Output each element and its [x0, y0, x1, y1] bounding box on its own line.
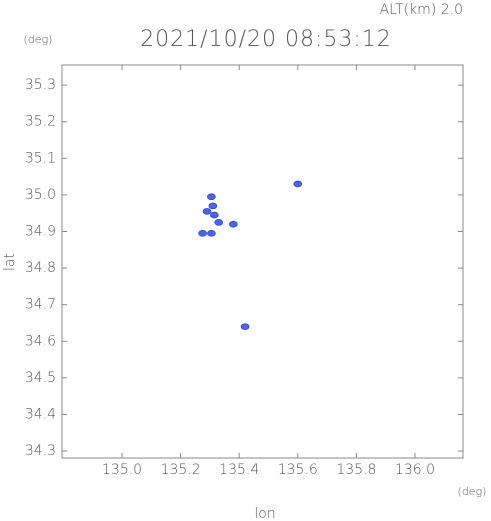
echo [229, 220, 238, 228]
echo [208, 202, 218, 210]
y-tick-label: 35.3 [25, 77, 56, 93]
y-tick-label: 34.9 [25, 223, 56, 239]
echo [198, 230, 207, 237]
chart-title: 2021/10/20 08:53:12 [140, 27, 392, 52]
y-tick-label: 34.5 [25, 370, 56, 386]
y-axis-label: lat [2, 253, 18, 271]
y-tick-label: 34.8 [25, 260, 56, 276]
echo [202, 208, 212, 215]
x-tick-label: 135.6 [278, 462, 318, 478]
y-tick-label: 34.6 [25, 333, 56, 349]
x-tick-label: 135.2 [161, 462, 201, 478]
echo [207, 193, 216, 201]
echo [293, 180, 303, 188]
y-tick-label: 35.1 [25, 150, 56, 166]
x-tick-label: 135.0 [102, 462, 142, 478]
y-unit: (deg) [24, 33, 53, 46]
plot-frame [61, 64, 464, 459]
echo [210, 211, 219, 219]
y-tick-label: 34.7 [25, 297, 56, 313]
echo [207, 230, 216, 237]
echo [214, 219, 224, 226]
x-tick-label: 136.0 [395, 462, 435, 478]
y-tick-label: 35.0 [25, 187, 56, 203]
y-tick-label: 34.3 [25, 443, 56, 459]
x-axis-label: lon [254, 506, 275, 521]
y-tick-label: 35.2 [25, 114, 56, 130]
x-tick-label: 135.8 [336, 462, 376, 478]
echo [240, 323, 250, 330]
x-unit: (deg) [458, 485, 487, 498]
y-tick-label: 34.4 [25, 406, 56, 422]
x-tick-label: 135.4 [219, 462, 259, 478]
chart-subtitle: ALT(km) 2.0 [380, 2, 463, 18]
